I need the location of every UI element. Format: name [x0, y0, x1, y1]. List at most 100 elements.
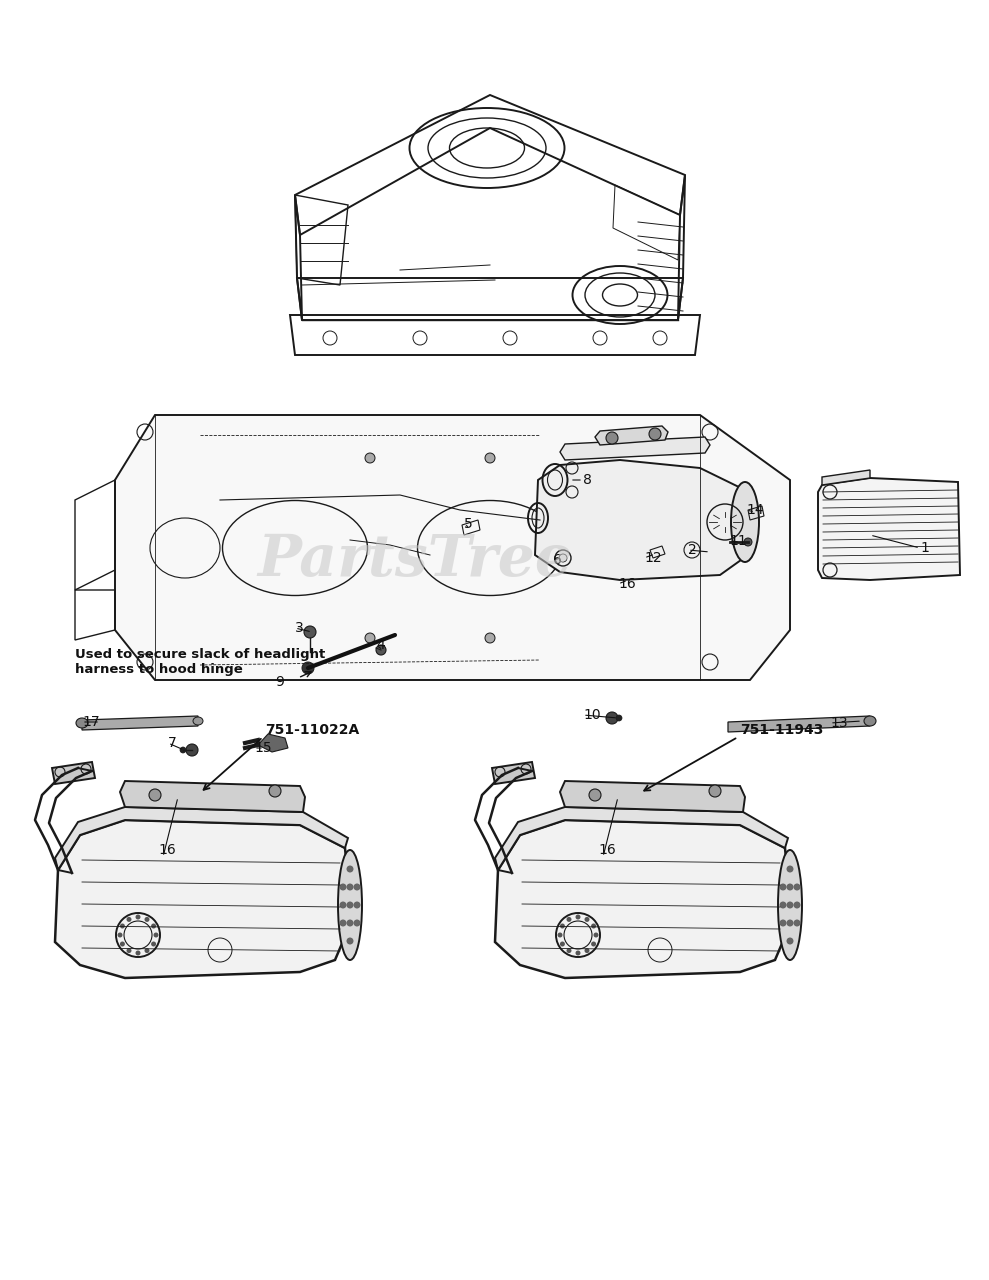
Ellipse shape	[731, 483, 759, 562]
Text: 16: 16	[618, 577, 636, 591]
Text: 7: 7	[168, 736, 177, 750]
Circle shape	[786, 919, 793, 927]
Polygon shape	[82, 716, 198, 730]
Circle shape	[616, 716, 622, 721]
Circle shape	[153, 933, 158, 937]
Circle shape	[744, 538, 752, 547]
Ellipse shape	[864, 716, 876, 726]
Ellipse shape	[76, 718, 88, 728]
Circle shape	[346, 901, 353, 909]
Circle shape	[118, 933, 123, 937]
Circle shape	[584, 948, 589, 954]
Circle shape	[709, 785, 721, 797]
Circle shape	[576, 914, 581, 919]
Circle shape	[304, 626, 316, 637]
Text: 1: 1	[920, 541, 929, 556]
Circle shape	[560, 942, 565, 946]
Text: 2: 2	[688, 543, 696, 557]
Circle shape	[606, 433, 618, 444]
Polygon shape	[560, 781, 745, 812]
Circle shape	[365, 453, 375, 463]
Circle shape	[593, 933, 598, 937]
Circle shape	[779, 901, 786, 909]
Polygon shape	[55, 806, 348, 870]
Circle shape	[302, 662, 314, 675]
Circle shape	[151, 923, 156, 928]
Circle shape	[120, 942, 125, 946]
Circle shape	[186, 744, 198, 756]
Text: 5: 5	[464, 517, 473, 531]
Text: 9: 9	[275, 675, 284, 689]
Circle shape	[793, 919, 800, 927]
Circle shape	[127, 916, 132, 922]
Polygon shape	[728, 716, 870, 732]
Circle shape	[346, 883, 353, 891]
Text: 8: 8	[583, 474, 591, 486]
Circle shape	[558, 933, 563, 937]
Circle shape	[346, 919, 353, 927]
Polygon shape	[258, 733, 288, 753]
Circle shape	[576, 951, 581, 955]
Circle shape	[376, 645, 386, 655]
Circle shape	[135, 914, 140, 919]
Circle shape	[120, 923, 125, 928]
Ellipse shape	[193, 717, 203, 724]
Text: 10: 10	[583, 708, 600, 722]
Text: 12: 12	[644, 550, 662, 564]
Polygon shape	[595, 426, 668, 445]
Circle shape	[180, 748, 186, 753]
Circle shape	[346, 865, 353, 873]
Text: 13: 13	[830, 716, 848, 730]
Polygon shape	[115, 415, 790, 680]
Text: 16: 16	[158, 844, 176, 858]
Circle shape	[365, 634, 375, 643]
Circle shape	[591, 942, 596, 946]
Text: 751-11943: 751-11943	[740, 723, 824, 737]
Circle shape	[560, 923, 565, 928]
Text: 11: 11	[729, 534, 747, 548]
Polygon shape	[55, 820, 352, 978]
Polygon shape	[495, 820, 792, 978]
Circle shape	[786, 883, 793, 891]
Circle shape	[346, 937, 353, 945]
Text: PartsTree: PartsTree	[257, 531, 573, 589]
Text: 14: 14	[746, 503, 764, 517]
Circle shape	[786, 865, 793, 873]
Text: 751-11022A: 751-11022A	[265, 723, 359, 737]
Polygon shape	[818, 477, 960, 580]
Circle shape	[779, 919, 786, 927]
Circle shape	[151, 942, 156, 946]
Text: 16: 16	[598, 844, 616, 858]
Circle shape	[793, 883, 800, 891]
Circle shape	[793, 901, 800, 909]
Text: 6: 6	[553, 553, 562, 567]
Circle shape	[786, 901, 793, 909]
Circle shape	[353, 883, 361, 891]
Circle shape	[589, 788, 601, 801]
Circle shape	[567, 948, 572, 954]
Circle shape	[606, 712, 618, 724]
Circle shape	[144, 916, 149, 922]
Circle shape	[779, 883, 786, 891]
Circle shape	[786, 937, 793, 945]
Circle shape	[339, 883, 346, 891]
Circle shape	[127, 948, 132, 954]
Circle shape	[269, 785, 281, 797]
Ellipse shape	[338, 850, 362, 960]
Text: 15: 15	[254, 741, 272, 755]
Circle shape	[567, 916, 572, 922]
Circle shape	[339, 919, 346, 927]
Circle shape	[591, 923, 596, 928]
Ellipse shape	[778, 850, 802, 960]
Circle shape	[339, 901, 346, 909]
Polygon shape	[120, 781, 305, 812]
Text: 4: 4	[376, 637, 385, 652]
Polygon shape	[52, 762, 95, 783]
Circle shape	[353, 901, 361, 909]
Polygon shape	[495, 806, 788, 870]
Polygon shape	[560, 436, 710, 460]
Circle shape	[135, 951, 140, 955]
Text: 3: 3	[295, 621, 304, 635]
Text: 17: 17	[82, 716, 100, 730]
Polygon shape	[535, 460, 748, 580]
